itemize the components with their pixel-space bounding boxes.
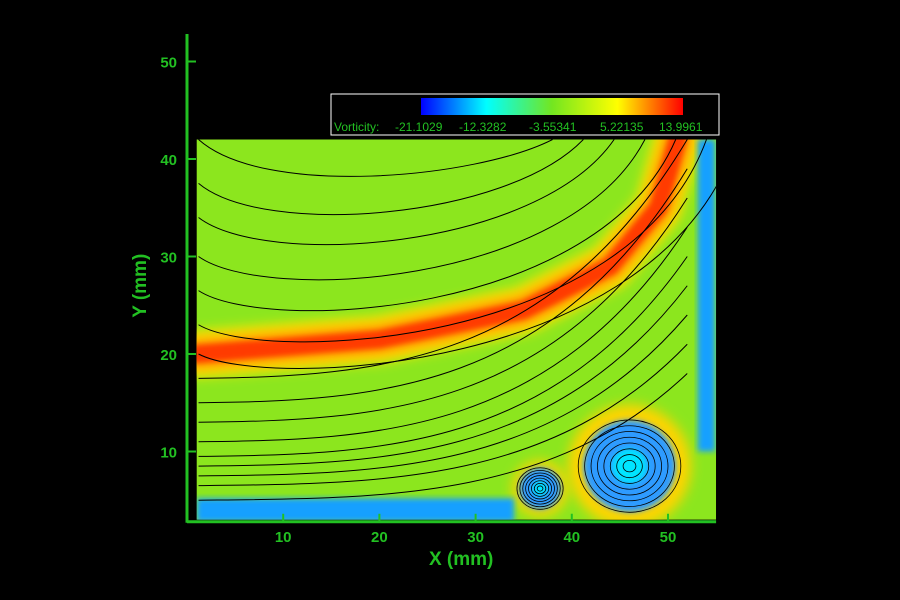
streamline <box>198 343 688 487</box>
y-tick-label: 30 <box>160 250 177 267</box>
streamline <box>198 139 584 216</box>
vortex-streamline <box>528 477 552 500</box>
x-tick-label: 30 <box>467 529 484 546</box>
vortex-streamline <box>590 431 669 502</box>
streamlines <box>198 139 717 513</box>
main-vortex-core <box>612 448 647 484</box>
streamline <box>198 139 677 312</box>
streamline <box>198 314 688 477</box>
colormap-bar <box>421 98 683 115</box>
vortex-streamline <box>616 454 643 479</box>
vortex-streamline <box>516 467 564 510</box>
legend-value: -3.55341 <box>529 120 577 134</box>
vortex-streamline <box>603 442 656 490</box>
streamline <box>198 139 615 246</box>
vortex-streamline <box>609 448 650 484</box>
streamline <box>198 373 688 501</box>
streamline <box>198 185 717 369</box>
legend-value: 5.22135 <box>600 120 644 134</box>
streamline <box>198 197 688 423</box>
vortex-streamline <box>584 425 675 507</box>
vorticity-field <box>196 139 717 520</box>
x-tick-label: 10 <box>275 529 292 546</box>
x-tick-label: 50 <box>660 529 677 546</box>
y-tick-label: 10 <box>160 445 177 462</box>
y-ticks: 10 20 30 40 50 <box>160 55 196 462</box>
shear-layer <box>196 139 687 363</box>
vortex-streamline <box>577 419 682 513</box>
legend-value: 13.9961 <box>659 120 703 134</box>
x-ticks: 10 20 30 40 50 <box>275 513 677 546</box>
streamline <box>198 139 646 281</box>
streamline <box>198 139 707 343</box>
streamline <box>198 139 553 177</box>
x-axis-title: X (mm) <box>429 549 493 570</box>
streamline <box>198 139 688 379</box>
streamline <box>198 226 688 443</box>
x-tick-label: 20 <box>371 529 388 546</box>
wall-layer-bottom <box>196 498 515 520</box>
axes: 10 20 30 40 50 10 20 30 40 50 X (mm) Y (mm) <box>130 34 717 570</box>
y-tick-label: 40 <box>160 152 177 169</box>
vortex-streamline <box>525 475 555 502</box>
legend-label: Vorticity: <box>334 120 379 134</box>
y-tick-label: 50 <box>160 55 177 72</box>
y-axis-title: Y (mm) <box>130 254 151 318</box>
vortex-streamline <box>519 469 561 508</box>
legend-value: -21.1029 <box>395 120 443 134</box>
vortex-streamline <box>522 472 558 505</box>
x-tick-label: 40 <box>563 529 580 546</box>
vortex-streamline <box>530 480 550 497</box>
y-tick-label: 20 <box>160 347 177 364</box>
streamline <box>198 285 688 467</box>
vortex-streamline <box>622 459 637 473</box>
streamline <box>198 168 688 404</box>
vortex-streamline <box>533 482 547 495</box>
colormap-legend: Vorticity: -21.1029 -12.3282 -3.55341 5.221… <box>330 93 720 136</box>
legend-value: -12.3282 <box>459 120 507 134</box>
legend-values: -21.1029 -12.3282 -3.55341 5.22135 13.9961 <box>395 120 703 134</box>
vortex-streamline <box>597 436 662 496</box>
vorticity-features <box>196 139 716 520</box>
wall-layer-right <box>697 139 716 452</box>
vortex-streamline <box>536 485 544 492</box>
streamline <box>198 256 688 457</box>
